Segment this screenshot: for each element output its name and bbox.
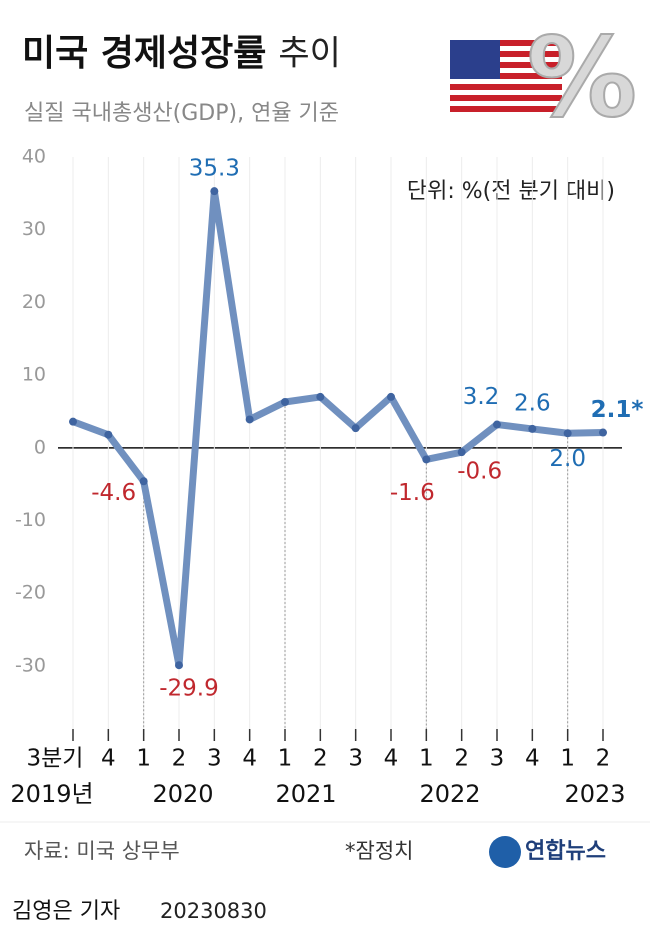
y-tick-label: -20 [15, 582, 46, 604]
date: 20230830 [160, 899, 267, 923]
data-point [422, 455, 431, 464]
y-tick-label: 40 [22, 146, 46, 168]
y-tick-label: 20 [22, 291, 46, 313]
value-label: 2.0 [549, 446, 586, 472]
value-label: 2.1* [591, 397, 644, 423]
data-point [351, 424, 360, 433]
y-tick-label: -10 [15, 509, 46, 531]
x-tick-label: 4 [384, 746, 399, 772]
x-tick-label: 4 [101, 746, 116, 772]
value-label: -0.6 [457, 459, 502, 485]
byline: 김영은 기자 [12, 899, 120, 924]
x-tick-label: 4 [242, 746, 257, 772]
value-label: 35.3 [189, 156, 240, 182]
year-label: 2022 [419, 780, 480, 808]
data-point [69, 417, 77, 426]
subtitle: 실질 국내총생산(GDP), 연율 기준 [24, 101, 339, 126]
data-point [210, 187, 219, 196]
x-tick-label: 2 [313, 746, 328, 772]
y-tick-label: 30 [22, 218, 46, 240]
value-label: 3.2 [463, 384, 500, 410]
x-tick-label: 1 [560, 746, 575, 772]
year-label: 2020 [152, 780, 213, 808]
data-point [245, 415, 254, 424]
x-tick-label: 1 [136, 746, 151, 772]
logo-icon [489, 836, 521, 868]
year-label: 2021 [275, 780, 336, 808]
data-point [528, 424, 537, 433]
data-point [599, 428, 607, 437]
data-point [457, 448, 466, 457]
note: *잠정치 [345, 839, 413, 863]
year-label: 2019년 [10, 780, 93, 808]
data-point [175, 661, 183, 670]
data-point [104, 430, 113, 439]
value-label: -29.9 [159, 676, 219, 702]
data-point [281, 398, 289, 407]
year-label: 2023 [564, 780, 625, 808]
chart-title-suffix: 추이 [278, 34, 341, 74]
x-tick-label: 3 [490, 746, 505, 772]
source: 자료: 미국 상무부 [24, 839, 180, 863]
value-label: -1.6 [390, 480, 435, 506]
data-point [316, 392, 325, 401]
x-tick-label: 1 [278, 746, 293, 772]
x-tick-label: 3 [348, 746, 363, 772]
value-label: 2.6 [514, 390, 551, 416]
x-tick-label: 2 [172, 746, 187, 772]
x-tick-label: 2 [454, 746, 469, 772]
percent-icon: % [527, 13, 637, 141]
data-point [493, 420, 501, 429]
y-tick-label: -30 [15, 654, 46, 676]
logo: 연합뉴스 [525, 838, 606, 864]
y-tick-label: 10 [22, 364, 46, 386]
x-tick-label: 1 [419, 746, 434, 772]
data-point [563, 429, 572, 438]
data-point [387, 392, 395, 401]
x-tick-label: 2 [596, 746, 611, 772]
y-tick-label: 0 [34, 436, 46, 458]
us-flag [450, 40, 562, 114]
x-tick-label: 4 [525, 746, 540, 772]
x-tick-label: 3 [207, 746, 222, 772]
chart-title: 미국 경제성장률 [22, 33, 266, 74]
x-tick-label: 3분기 [27, 746, 84, 772]
series-line [69, 187, 607, 669]
unit-label: 단위: %(전 분기 대비) [407, 179, 615, 204]
value-label: -4.6 [91, 480, 136, 506]
data-point [139, 477, 148, 486]
